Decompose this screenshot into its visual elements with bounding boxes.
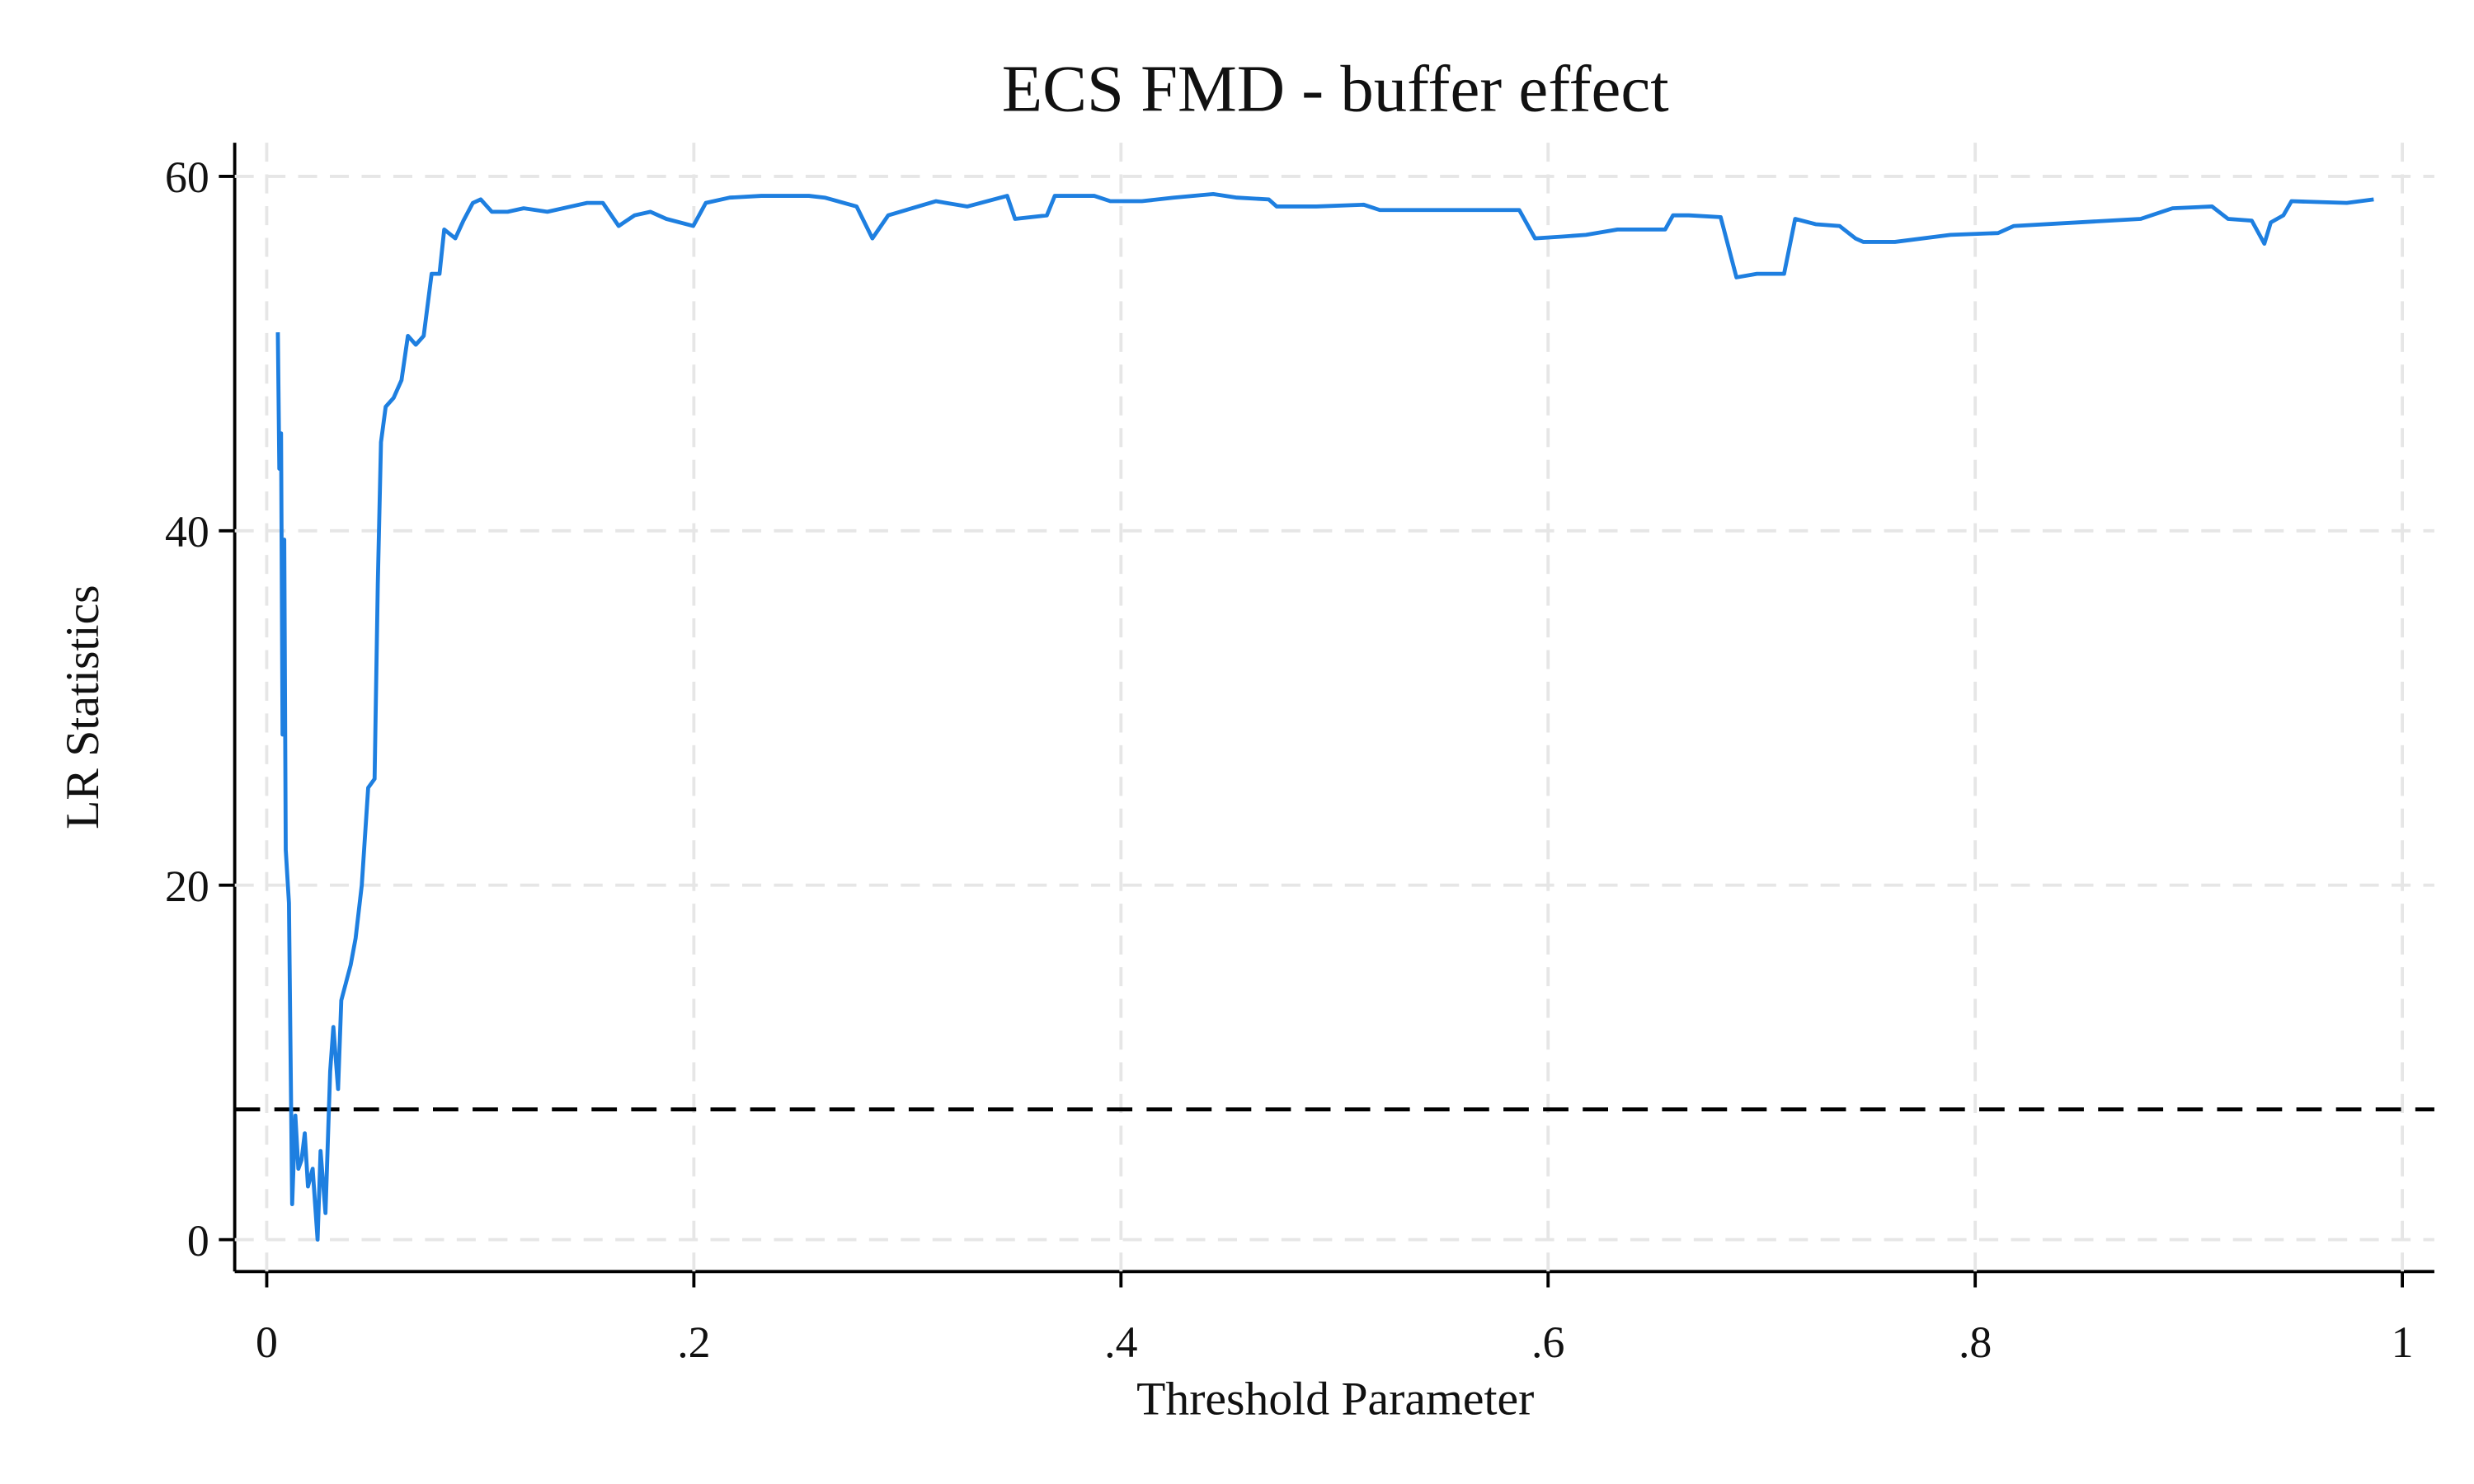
x-tick-label: 0: [256, 1317, 278, 1367]
data-line: [275, 192, 2374, 1242]
chart-title: ECS FMD - buffer effect: [1002, 53, 1669, 126]
x-tick-label: .6: [1531, 1317, 1564, 1367]
y-tick-label: 60: [165, 153, 209, 202]
x-tick-label: .4: [1104, 1317, 1137, 1367]
y-tick-label: 0: [187, 1216, 209, 1266]
x-tick-label: 1: [2392, 1317, 2414, 1367]
x-tick-label: .8: [1959, 1317, 1992, 1367]
y-axis-title: LR Statistics: [57, 585, 109, 829]
y-tick-label: 40: [165, 507, 209, 556]
x-tick-label: .2: [677, 1317, 710, 1367]
x-axis-title: Threshold Parameter: [1136, 1373, 1534, 1425]
y-tick-label: 20: [165, 862, 209, 911]
